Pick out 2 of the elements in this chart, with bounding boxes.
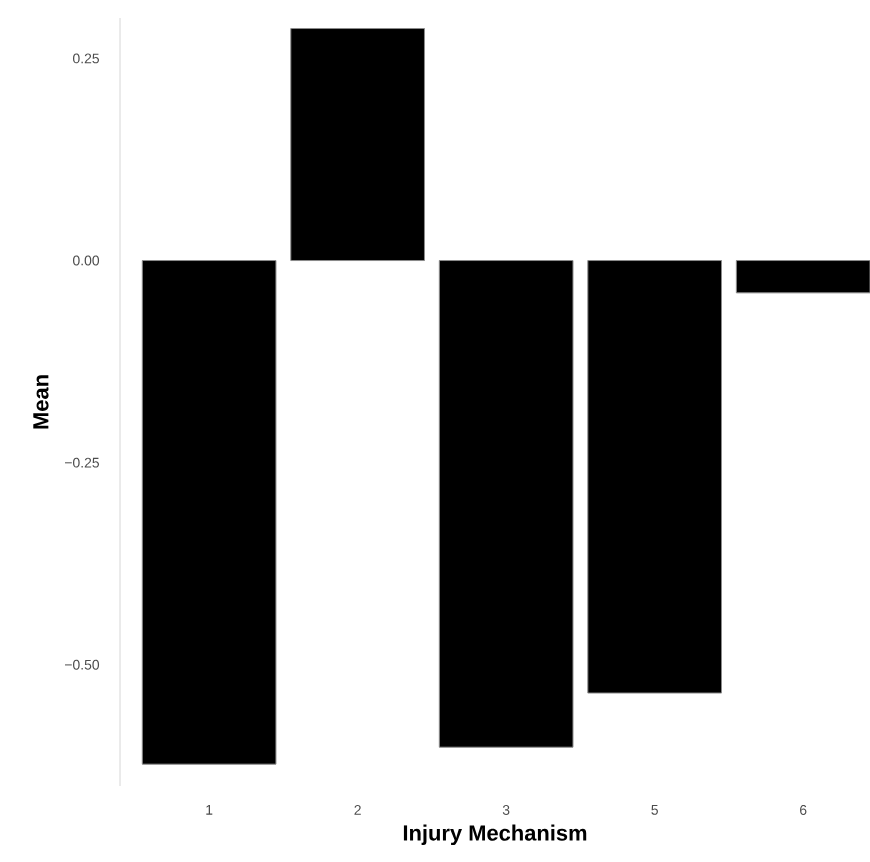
x-axis-title: Injury Mechanism — [403, 824, 587, 846]
y-axis-title: Mean — [33, 375, 49, 429]
